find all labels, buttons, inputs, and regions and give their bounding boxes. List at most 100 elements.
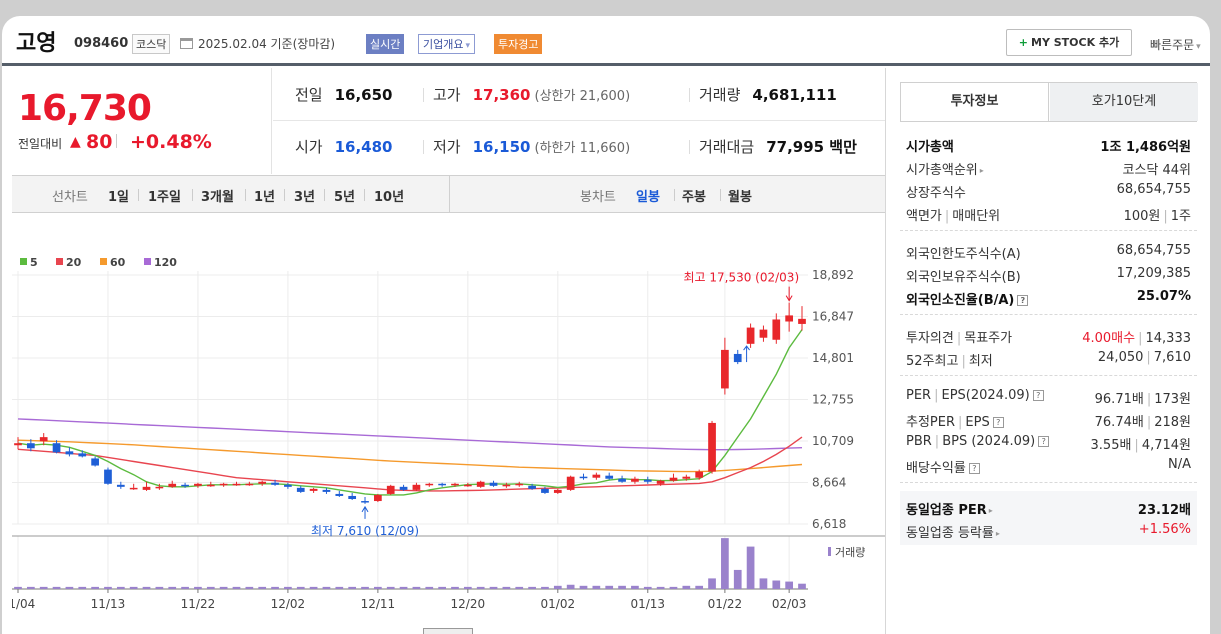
low-label: 저가 (433, 138, 461, 156)
divider (689, 88, 690, 102)
candle-body (271, 482, 279, 485)
help-icon[interactable]: ? (1032, 390, 1044, 401)
stock-header: 고영 098460 코스닥 2025.02.04 기준(장마감) 실시간 기업개… (2, 16, 1210, 66)
prev-close-label: 전일 (295, 86, 323, 104)
par-value-label: 액면가 (906, 209, 942, 224)
divider (689, 140, 690, 154)
volume-bar (258, 586, 267, 589)
tab-1d[interactable]: 1일 (108, 190, 130, 205)
peer-rate-row[interactable]: 동일업종 등락률 ▸ +1.56% (900, 518, 1197, 541)
candle-body (155, 486, 164, 489)
volume-cell: 거래량 4,681,111 (699, 84, 837, 105)
current-price: 16,730 (18, 88, 152, 129)
realtime-badge[interactable]: 실시간 (366, 34, 405, 54)
tab-1w[interactable]: 1주일 (148, 190, 181, 205)
candle-body (502, 484, 511, 487)
candle-body (399, 486, 408, 490)
foreign-limit-value: 68,654,755 (1116, 243, 1191, 258)
company-overview-button[interactable]: 기업개요 ▾ (418, 34, 476, 54)
volume-bar (271, 586, 279, 589)
help-icon[interactable]: ? (1038, 436, 1050, 447)
divider: | (961, 354, 966, 369)
volume-bar (206, 586, 215, 589)
tab-1y[interactable]: 1년 (254, 190, 276, 205)
per-cell: PER | EPS(2024.09)? (906, 388, 1044, 403)
investment-warning-badge[interactable]: 투자경고 (494, 34, 543, 54)
moving-average-120 (17, 418, 803, 451)
peer-per-label: 동일업종 PER (906, 503, 987, 518)
price-detail-grid: 전일 16,650 고가 17,360 (상한가 21,600) 거래량 4,681,1… (273, 68, 885, 174)
candle-body (104, 469, 112, 484)
volume-bar (412, 586, 421, 589)
listed-shares-label: 상장주식수 (906, 186, 966, 201)
divider (116, 134, 117, 148)
candle-body (26, 443, 35, 449)
volume-bar (309, 586, 318, 589)
per-values: 96.71배 | 173원 (1095, 388, 1191, 407)
foreign-ratio-cell: 외국인소진율(B/A)? (906, 289, 1029, 308)
divider: | (934, 434, 940, 449)
tab-3m[interactable]: 3개월 (201, 190, 234, 205)
tab-3y[interactable]: 3년 (294, 190, 316, 205)
moving-average-20 (17, 436, 803, 492)
per-row: PER | EPS(2024.09)? 96.71배 | 173원 (900, 384, 1197, 407)
divider (423, 88, 424, 102)
volume-label: 거래량 (835, 546, 865, 559)
candle-body (721, 349, 729, 389)
y-tick-label: 6,618 (812, 517, 846, 531)
low-value: 16,150 (472, 138, 531, 156)
pbr-label: PBR (906, 434, 932, 449)
volume-bar (682, 585, 691, 589)
volume-bar (438, 586, 446, 589)
tab-order-book[interactable]: 호가10단계 (1050, 83, 1198, 121)
volume-bar (721, 538, 729, 589)
candle-body (52, 443, 61, 453)
market-cap-rank-row[interactable]: 시가총액순위 ▸ 코스닥 44위 (900, 155, 1197, 178)
candle-body (669, 477, 678, 481)
estimated-per-cell: 추정PER | EPS? (906, 411, 1004, 430)
tab-5y[interactable]: 5년 (334, 190, 356, 205)
tab-monthly[interactable]: 월봉 (728, 190, 752, 205)
stock-name[interactable]: 고영 (16, 31, 57, 56)
x-tick-label: 01/13 (630, 597, 665, 611)
trade-amount-label: 거래대금 (699, 138, 755, 156)
volume-bar (168, 586, 177, 589)
candle-body (463, 484, 472, 487)
par-value: 100원 (1123, 209, 1161, 224)
market-cap-rank-label: 시가총액순위 (906, 163, 978, 178)
peer-per-row[interactable]: 동일업종 PER ▸ 23.12배 (900, 495, 1197, 518)
divider (720, 189, 721, 201)
add-my-stock-button[interactable]: + MY STOCK 추가 (1006, 29, 1132, 56)
quick-order-button[interactable]: 빠른주문 ▾ (1150, 36, 1201, 53)
week52-low-label: 최저 (968, 354, 993, 369)
high-arrow-icon (785, 295, 793, 302)
tab-investment-info[interactable]: 투자정보 (901, 83, 1049, 121)
market-cap-label: 시가총액 (906, 140, 954, 155)
foreign-limit-label: 외국인한도주식수(A) (906, 247, 1021, 262)
divider (900, 230, 1197, 231)
add-my-stock-label: MY STOCK 추가 (1031, 36, 1120, 49)
candle-body (245, 483, 254, 486)
y-tick-label: 10,709 (812, 434, 854, 448)
volume-bar (541, 586, 549, 589)
divider: | (1138, 331, 1143, 346)
week52-cell: 52주최고 | 최저 (906, 350, 993, 369)
tab-weekly[interactable]: 주봉 (682, 190, 706, 205)
x-tick-label: 02/03 (772, 597, 807, 611)
candle-body (643, 479, 652, 482)
chevron-down-icon: ▾ (1196, 42, 1201, 52)
scroll-handle[interactable] (423, 628, 473, 634)
y-tick-label: 16,847 (812, 309, 854, 323)
help-icon[interactable]: ? (968, 463, 980, 474)
help-icon[interactable]: ? (1017, 295, 1029, 306)
tab-10y[interactable]: 10년 (374, 190, 405, 205)
x-tick-label: 12/11 (361, 597, 396, 611)
price-chart[interactable]: 5 20 60 120 18,892 16,847 14,801 12,755 10,709 8,… (12, 231, 885, 621)
volume-bar (348, 586, 357, 589)
help-icon[interactable]: ? (992, 417, 1004, 428)
volume-bar (772, 580, 781, 589)
volume-bar (78, 586, 87, 589)
week52-row: 52주최고 | 최저 24,050 | 7,610 (900, 346, 1197, 369)
tab-daily[interactable]: 일봉 (636, 190, 660, 205)
divider (900, 482, 1197, 483)
